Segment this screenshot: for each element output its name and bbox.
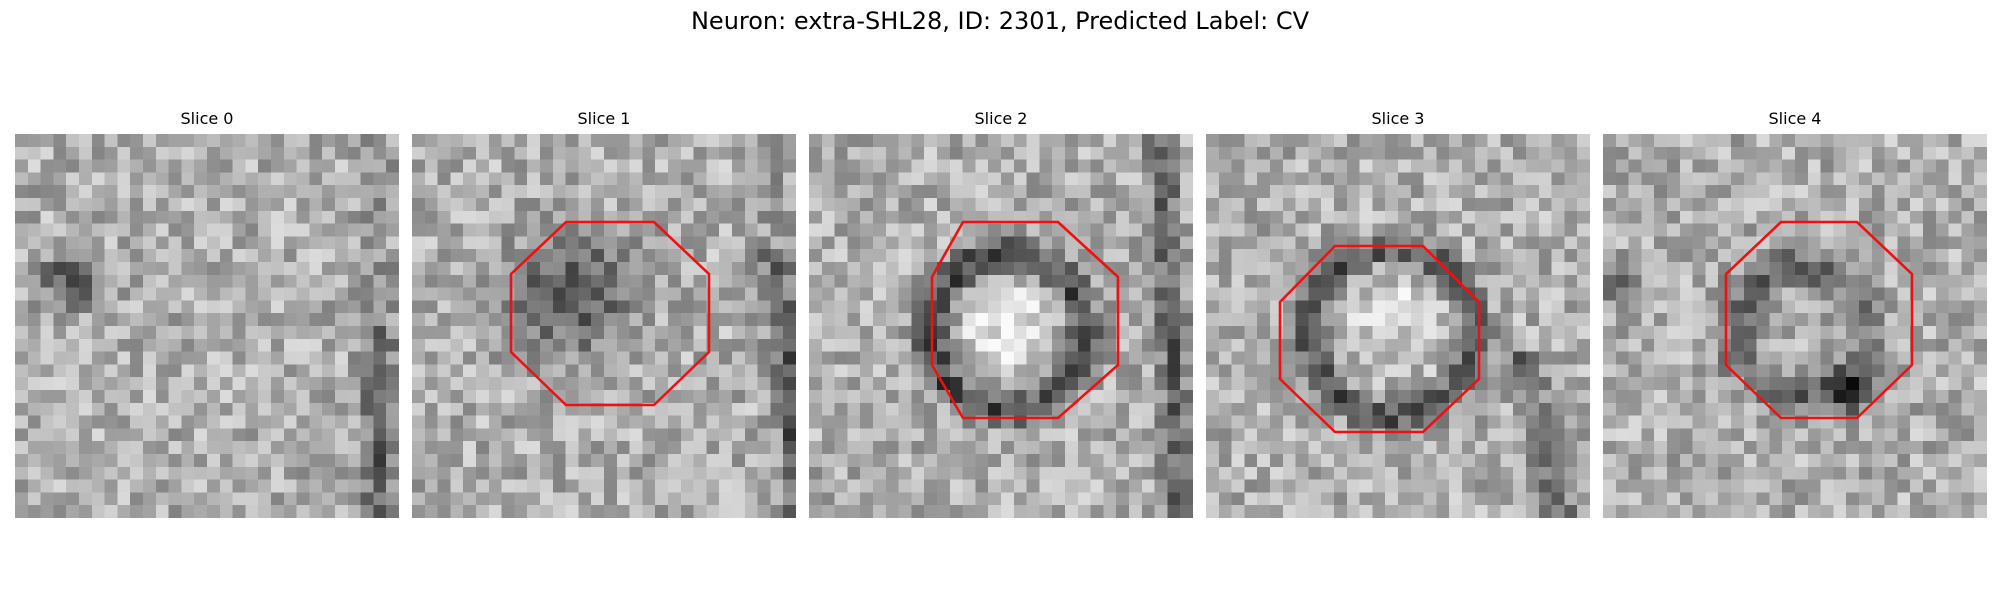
slice-1-title: Slice 1 [577, 109, 631, 128]
slice-3-micrograph [1206, 134, 1590, 518]
slice-4-overlay [1724, 220, 1914, 420]
slice-4-micrograph [1603, 134, 1987, 518]
slice-2-micrograph [809, 134, 1193, 518]
slice-2-image [809, 134, 1193, 518]
slice-4-title: Slice 4 [1768, 109, 1822, 128]
slice-1-micrograph [412, 134, 796, 518]
figure-title: Neuron: extra-SHL28, ID: 2301, Predicted… [690, 7, 1310, 35]
slice-3-image [1206, 134, 1590, 518]
slice-3-title: Slice 3 [1371, 109, 1425, 128]
slice-2-roi-outline [930, 220, 1120, 420]
slice-2-overlay [930, 220, 1120, 420]
slice-3-roi-outline [1278, 244, 1481, 434]
slice-1-overlay [509, 220, 711, 407]
slice-1-roi-outline [509, 220, 711, 407]
slice-0-image [15, 134, 399, 518]
slice-4-image [1603, 134, 1987, 518]
slice-1-image [412, 134, 796, 518]
slice-3-overlay [1278, 244, 1481, 434]
slice-0-title: Slice 0 [180, 109, 234, 128]
slice-4-roi-outline [1724, 220, 1914, 420]
slice-2-title: Slice 2 [974, 109, 1028, 128]
slice-0-micrograph [15, 134, 399, 518]
